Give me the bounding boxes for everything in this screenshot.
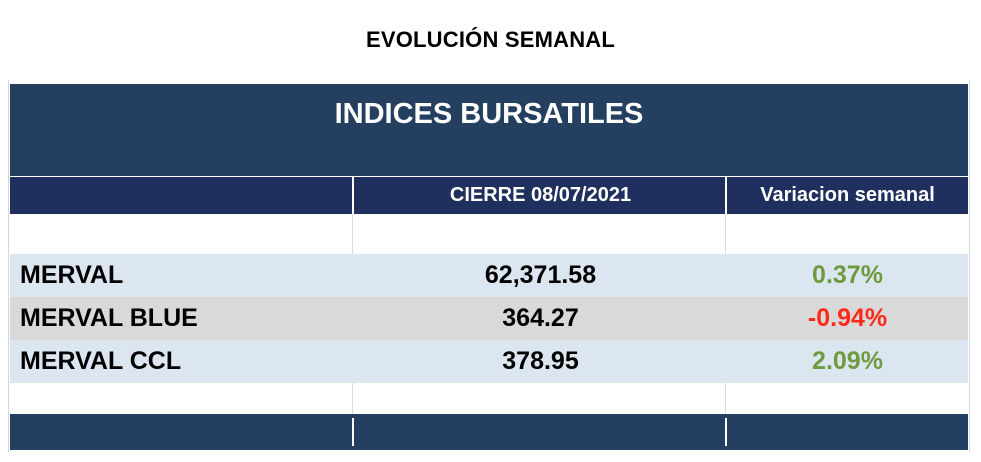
cell-divider [725, 383, 726, 414]
variation-value: -0.94% [807, 304, 888, 332]
header-name [10, 177, 352, 214]
grid-line-right [969, 80, 970, 452]
footer-divider [725, 418, 727, 446]
header-divider [725, 177, 727, 214]
header-divider [352, 177, 354, 214]
index-name: MERVAL [20, 261, 124, 289]
close-value: 364.27 [502, 304, 579, 332]
cell-divider [725, 214, 726, 254]
header-variation: Variacion semanal [760, 184, 935, 206]
table-title: INDICES BURSATILES [334, 98, 644, 130]
table-row: MERVAL BLUE 364.27 -0.94% [10, 297, 968, 340]
spacer-row [10, 214, 968, 254]
cell-divider [352, 383, 353, 414]
page-title: EVOLUCIÓN SEMANAL [365, 27, 616, 52]
table-row: MERVAL CCL 378.95 2.09% [10, 340, 968, 383]
index-name: MERVAL CCL [20, 347, 182, 375]
table-footer-row [10, 414, 968, 450]
spacer-row [10, 383, 968, 414]
footer-divider [352, 418, 354, 446]
close-value: 62,371.58 [484, 261, 597, 289]
cell-divider [352, 214, 353, 254]
close-value: 378.95 [502, 347, 579, 375]
grid-line-left [8, 80, 9, 452]
variation-value: 2.09% [812, 347, 883, 375]
variation-value: 0.37% [812, 261, 883, 289]
table-banner: INDICES BURSATILES [10, 84, 968, 176]
table-row: MERVAL 62,371.58 0.37% [10, 254, 968, 297]
header-close: CIERRE 08/07/2021 [449, 184, 632, 206]
index-name: MERVAL BLUE [20, 304, 198, 332]
table-header-row: CIERRE 08/07/2021 Variacion semanal [10, 177, 968, 214]
